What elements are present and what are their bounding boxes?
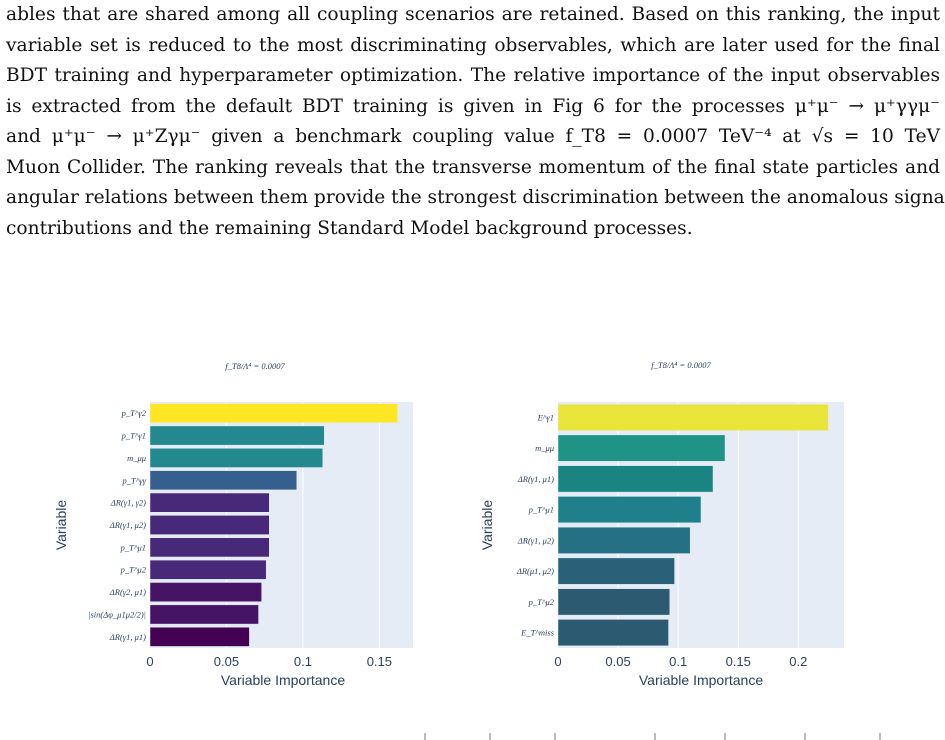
y-tick-label: ΔR(γ1, γ2) — [110, 498, 146, 508]
bar — [149, 425, 325, 446]
y-tick-label: E^γ1 — [537, 412, 554, 422]
chart-title: f_T8/Λ⁴ = 0.0007 — [225, 361, 285, 371]
y-axis-label: Variable — [479, 500, 495, 551]
y-tick-label: ΔR(γ1, μ1) — [517, 474, 554, 484]
y-tick-label: p_T^μ1 — [528, 505, 554, 515]
next-figure-top-edge — [424, 733, 881, 740]
x-tick-label: 0.05 — [214, 654, 239, 669]
y-tick-label: p_T^μ2 — [528, 597, 555, 607]
chart-title: f_T8/Λ⁴ = 0.0007 — [651, 360, 711, 370]
x-tick-label: 0 — [554, 654, 561, 669]
body-paragraph: ables that are shared among all coupling… — [6, 0, 945, 244]
y-tick-label: ΔR(γ1, μ2) — [109, 520, 146, 530]
x-axis-label: Variable Importance — [221, 672, 345, 688]
bar — [557, 619, 669, 647]
paragraph-line: angular relations between them provide t… — [6, 187, 945, 208]
x-tick-label: 0.15 — [367, 654, 392, 669]
y-tick-label: p_T^γ2 — [121, 408, 147, 418]
bar — [149, 492, 270, 513]
x-tick-label: 0 — [146, 654, 153, 669]
bar — [557, 434, 726, 462]
bar — [149, 470, 298, 491]
bar — [149, 559, 267, 580]
y-tick-label: ΔR(μ1, μ2) — [516, 566, 554, 576]
y-tick-label: p_T^μ2 — [120, 565, 147, 575]
y-tick-label: p_T^μ1 — [120, 542, 146, 552]
bar — [149, 537, 270, 558]
bar — [149, 448, 324, 468]
y-tick-label: ΔR(γ1, μ1) — [109, 632, 146, 642]
y-tick-label: p_T^γ1 — [121, 431, 146, 441]
y-tick-label: m_μμ — [535, 443, 554, 453]
chart-1: 0 0.05 0.1 0.15 0.2 E^γ1 m_μμ ΔR(γ1, μ1) p_T^μ1 Δ… — [479, 360, 844, 688]
paragraph-line: variable set is reduced to the most disc… — [6, 34, 940, 56]
bar — [557, 557, 675, 585]
paragraph-line: contributions and the remaining Standard… — [6, 217, 693, 239]
bar — [557, 465, 714, 493]
chart-0: 0 0.05 0.1 0.15 p_T^γ2 p_T^γ1 m_μμ p_T^γγ ΔR(γ1,… — [53, 361, 413, 688]
y-axis-label: Variable — [53, 500, 69, 551]
y-tick-label: |sin(Δφ_μ1μ2/2)| — [88, 609, 146, 619]
paragraph-line: is extracted from the default BDT traini… — [6, 95, 940, 117]
bar — [149, 626, 250, 647]
y-tick-label: p_T^γγ — [121, 475, 146, 485]
bar — [149, 582, 262, 602]
bar — [557, 588, 671, 616]
bar — [557, 403, 829, 431]
paragraph-line: Muon Collider. The ranking reveals that … — [6, 156, 940, 178]
x-tick-label: 0.1 — [294, 654, 312, 669]
y-tick-label: E_T^miss — [520, 628, 555, 638]
bar — [149, 403, 398, 424]
x-tick-label: 0.05 — [605, 654, 630, 669]
x-tick-label: 0.15 — [726, 654, 751, 669]
paragraph-line: BDT training and hyperparameter optimiza… — [6, 65, 940, 86]
y-tick-label: m_μμ — [127, 453, 146, 463]
bar — [557, 526, 691, 554]
bar — [149, 515, 270, 535]
bar — [557, 496, 702, 524]
paragraph-line: and μ⁺μ⁻ → μ⁺Zγμ⁻ given a benchmark coup… — [6, 126, 940, 147]
y-tick-label: ΔR(γ1, μ2) — [517, 535, 554, 545]
bar — [149, 604, 259, 625]
x-tick-label: 0.2 — [789, 654, 807, 669]
x-axis-label: Variable Importance — [639, 672, 763, 688]
paragraph-line: ables that are shared among all coupling… — [6, 4, 940, 25]
y-tick-label: ΔR(γ2, μ1) — [109, 587, 146, 597]
x-tick-label: 0.1 — [669, 654, 687, 669]
